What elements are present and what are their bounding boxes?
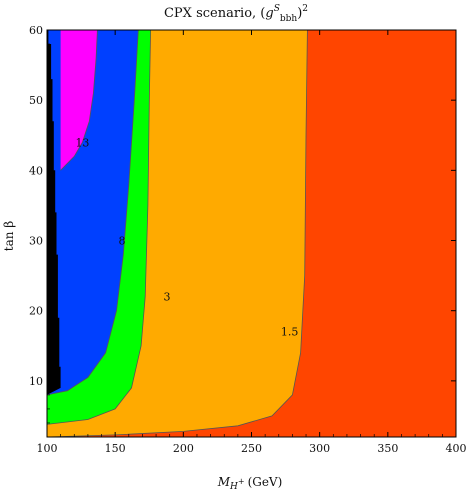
y-axis-title: tan β	[2, 221, 16, 252]
x-tick-label: 100	[37, 442, 58, 455]
axis-ticks	[46, 29, 457, 437]
x-tick-label: 400	[446, 442, 467, 455]
contour-label: 3	[163, 291, 170, 304]
contour-labels: 13 8 3 1.5	[75, 136, 298, 338]
contour-label: 13	[75, 136, 89, 149]
y-tick-label: 10	[29, 375, 43, 388]
chart-title: CPX scenario, (gSbbh)2	[164, 4, 308, 24]
title-g: g	[265, 6, 273, 21]
x-tick-label: 300	[309, 442, 330, 455]
y-tick-label: 50	[29, 94, 43, 107]
contour-line-1-5	[46, 29, 308, 438]
y-tick-label: 20	[29, 305, 43, 318]
y-tick-label: 40	[29, 164, 43, 177]
x-axis-sub: H	[229, 482, 238, 492]
title-sub-bbh: bbh	[280, 14, 298, 24]
x-axis-main: M	[217, 475, 231, 489]
x-tick-label: 200	[173, 442, 194, 455]
x-tick-label: 350	[377, 442, 398, 455]
y-tick-label: 30	[29, 235, 43, 248]
contour-line-3	[46, 29, 151, 425]
contour-label: 1.5	[281, 326, 299, 339]
contour-line-13	[60, 29, 98, 171]
axis-tick-labels: 100 150 200 250 300 350 400 10 20 30 40 50 60	[29, 24, 467, 455]
x-axis-title: MH+ (GeV)	[217, 475, 283, 492]
title-close: )	[297, 6, 302, 21]
y-tick-label: 60	[29, 24, 43, 37]
excluded-region	[47, 30, 61, 395]
region-gt-13	[60, 30, 98, 171]
contour-lines	[46, 29, 308, 438]
contour-regions	[47, 30, 456, 437]
title-power: 2	[302, 4, 308, 14]
title-prefix: CPX scenario, (	[164, 6, 265, 21]
title-sup-s: S	[274, 4, 280, 14]
x-axis-subsup: +	[238, 477, 245, 486]
contour-line-8	[46, 29, 139, 396]
x-tick-label: 150	[105, 442, 126, 455]
x-tick-label: 250	[241, 442, 262, 455]
x-axis-unit: (GeV)	[248, 475, 283, 489]
contour-label: 8	[118, 235, 125, 248]
